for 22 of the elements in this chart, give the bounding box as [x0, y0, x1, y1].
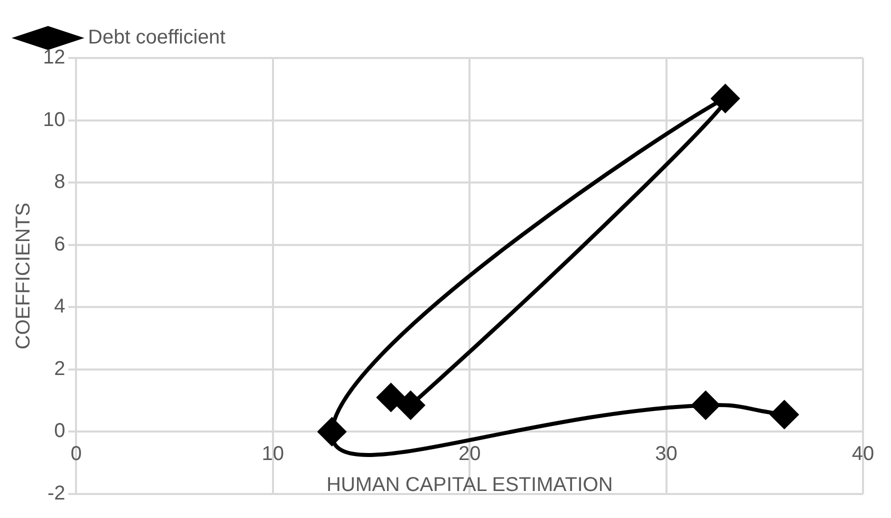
y-tick-label: -2 — [47, 482, 66, 505]
x-tick-label: 30 — [655, 443, 678, 466]
point — [770, 400, 798, 429]
point — [711, 84, 740, 112]
point — [396, 391, 425, 420]
point — [376, 383, 405, 412]
y-tick-label: 4 — [54, 296, 66, 318]
y-tick-label: 0 — [54, 420, 66, 442]
y-axis-title: COEFFICIENTS — [12, 202, 35, 350]
point — [318, 418, 346, 446]
point — [692, 391, 720, 420]
y-tick-label: 6 — [54, 233, 66, 256]
x-tick-label: 0 — [70, 443, 82, 466]
y-tick-label: 10 — [42, 108, 66, 131]
x-tick-label: 20 — [458, 443, 481, 466]
y-tick-label: 12 — [42, 46, 66, 69]
x-axis-title: HUMAN CAPITAL ESTIMATION — [326, 474, 613, 496]
x-tick-label: 10 — [262, 443, 284, 466]
y-tick-label: 2 — [54, 358, 66, 380]
x-tick-label: 40 — [852, 443, 874, 466]
y-tick-label: 8 — [54, 171, 66, 194]
legend-label: Debt coefficient — [88, 26, 226, 49]
